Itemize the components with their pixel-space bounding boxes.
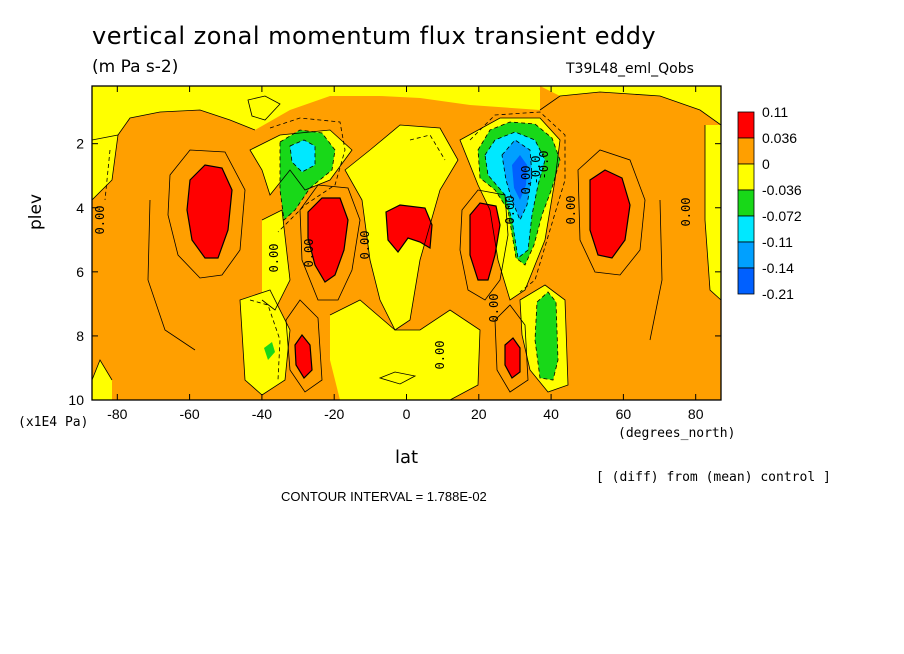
region-red-6 — [294, 333, 313, 379]
x-tick-label: -80 — [107, 406, 127, 422]
contour-label: -0.0 — [537, 151, 551, 180]
colorbar-swatch — [737, 215, 755, 243]
colorbar-label: -0.072 — [762, 208, 802, 224]
contour-field — [92, 86, 721, 400]
diff-note: [ (diff) from (mean) control ] — [596, 470, 831, 485]
colorbar-swatch — [737, 137, 755, 165]
contour-label: -0.0 — [529, 156, 543, 185]
contour-label: 0.00 — [433, 341, 447, 370]
x-axis: -80 -60 -40 -20 0 20 40 60 80 — [107, 86, 704, 422]
region-red-5 — [589, 169, 631, 259]
contour-labels: 0.000.00 0.00 0.000.000.000.00 0.000.000.00… — [93, 151, 693, 370]
region-red-1 — [186, 164, 233, 259]
x-tick-label: 20 — [471, 406, 487, 422]
region-red-7 — [504, 337, 521, 379]
region-darkblue-right — [512, 155, 527, 200]
colorbar-swatch — [737, 241, 755, 269]
contour-label: 0.00 — [487, 294, 501, 323]
colorbar-label: -0.11 — [762, 234, 793, 250]
x-tick-label: 80 — [688, 406, 704, 422]
y-tick-label: 2 — [76, 136, 84, 152]
x-tick-label: 60 — [616, 406, 632, 422]
colorbar-label: 0 — [762, 156, 770, 172]
region-cyan-left — [290, 140, 315, 172]
x-axis-label: lat — [395, 447, 419, 468]
contour-label: 0.00 — [302, 239, 316, 268]
colorbar-label: -0.14 — [762, 260, 794, 276]
contour-label: 0.00 — [519, 166, 533, 195]
y-tick-label: 4 — [76, 200, 84, 216]
contour-label: 0.00 — [267, 244, 281, 273]
region-red-3 — [385, 204, 433, 253]
run-label: T39L48_eml_Qobs — [566, 61, 694, 77]
region-neg-top-right — [540, 86, 721, 125]
x-tick-label: -60 — [179, 406, 199, 422]
region-green-lower-left — [264, 342, 275, 360]
chart-units: (m Pa s-2) — [92, 57, 179, 77]
contour-interval: CONTOUR INTERVAL = 1.788E-02 — [281, 489, 487, 504]
region-neg-inner-left — [262, 210, 290, 310]
region-neg-right-column — [705, 125, 721, 300]
colorbar-label: -0.21 — [762, 286, 794, 302]
contour-label: 0.00 — [358, 231, 372, 260]
region-green-lower-right — [535, 292, 558, 380]
contour-lines — [92, 91, 721, 400]
region-red-2 — [307, 197, 349, 283]
y-axis: 2 4 6 8 10 — [68, 136, 721, 408]
colorbar-swatch — [737, 163, 755, 191]
region-neg-lower-left — [240, 290, 290, 395]
x-tick-label: 0 — [403, 406, 411, 422]
colorbar-swatch — [737, 189, 755, 217]
contour-label: 0.00 — [93, 206, 107, 235]
x-axis-units: (degrees_north) — [618, 426, 736, 441]
colorbar-label: 0.11 — [762, 104, 788, 120]
y-tick-label: 8 — [76, 328, 84, 344]
y-axis-units: (x1E4 Pa) — [18, 415, 89, 430]
region-neg-upper-left — [92, 86, 540, 140]
negative-contour-lines — [104, 111, 566, 381]
contour-label: 0.00 — [679, 198, 693, 227]
chart-title: vertical zonal momentum flux transient e… — [92, 22, 657, 50]
region-neg-left-column — [92, 135, 118, 200]
region-red-4 — [469, 202, 501, 281]
y-tick-label: 10 — [68, 392, 84, 408]
colorbar-swatch — [737, 111, 755, 139]
x-tick-label: 40 — [543, 406, 559, 422]
region-neg-top-small — [248, 96, 280, 120]
region-neg-lower-center — [330, 300, 480, 400]
y-axis-label: plev — [26, 193, 46, 230]
region-neg-far-left — [92, 360, 112, 400]
x-tick-label: -40 — [252, 406, 272, 422]
contour-label: 0.00 — [564, 196, 578, 225]
colorbar-label: 0.036 — [762, 130, 797, 146]
contour-label: 0.00 — [503, 196, 517, 225]
colorbar-swatch — [737, 267, 755, 295]
y-tick-label: 6 — [76, 264, 84, 280]
x-tick-label: -20 — [324, 406, 344, 422]
colorbar-label: -0.036 — [762, 182, 802, 198]
colorbar: 0.11 0.036 0 -0.036 -0.072 -0.11 -0.14 -0.21 — [737, 104, 802, 302]
